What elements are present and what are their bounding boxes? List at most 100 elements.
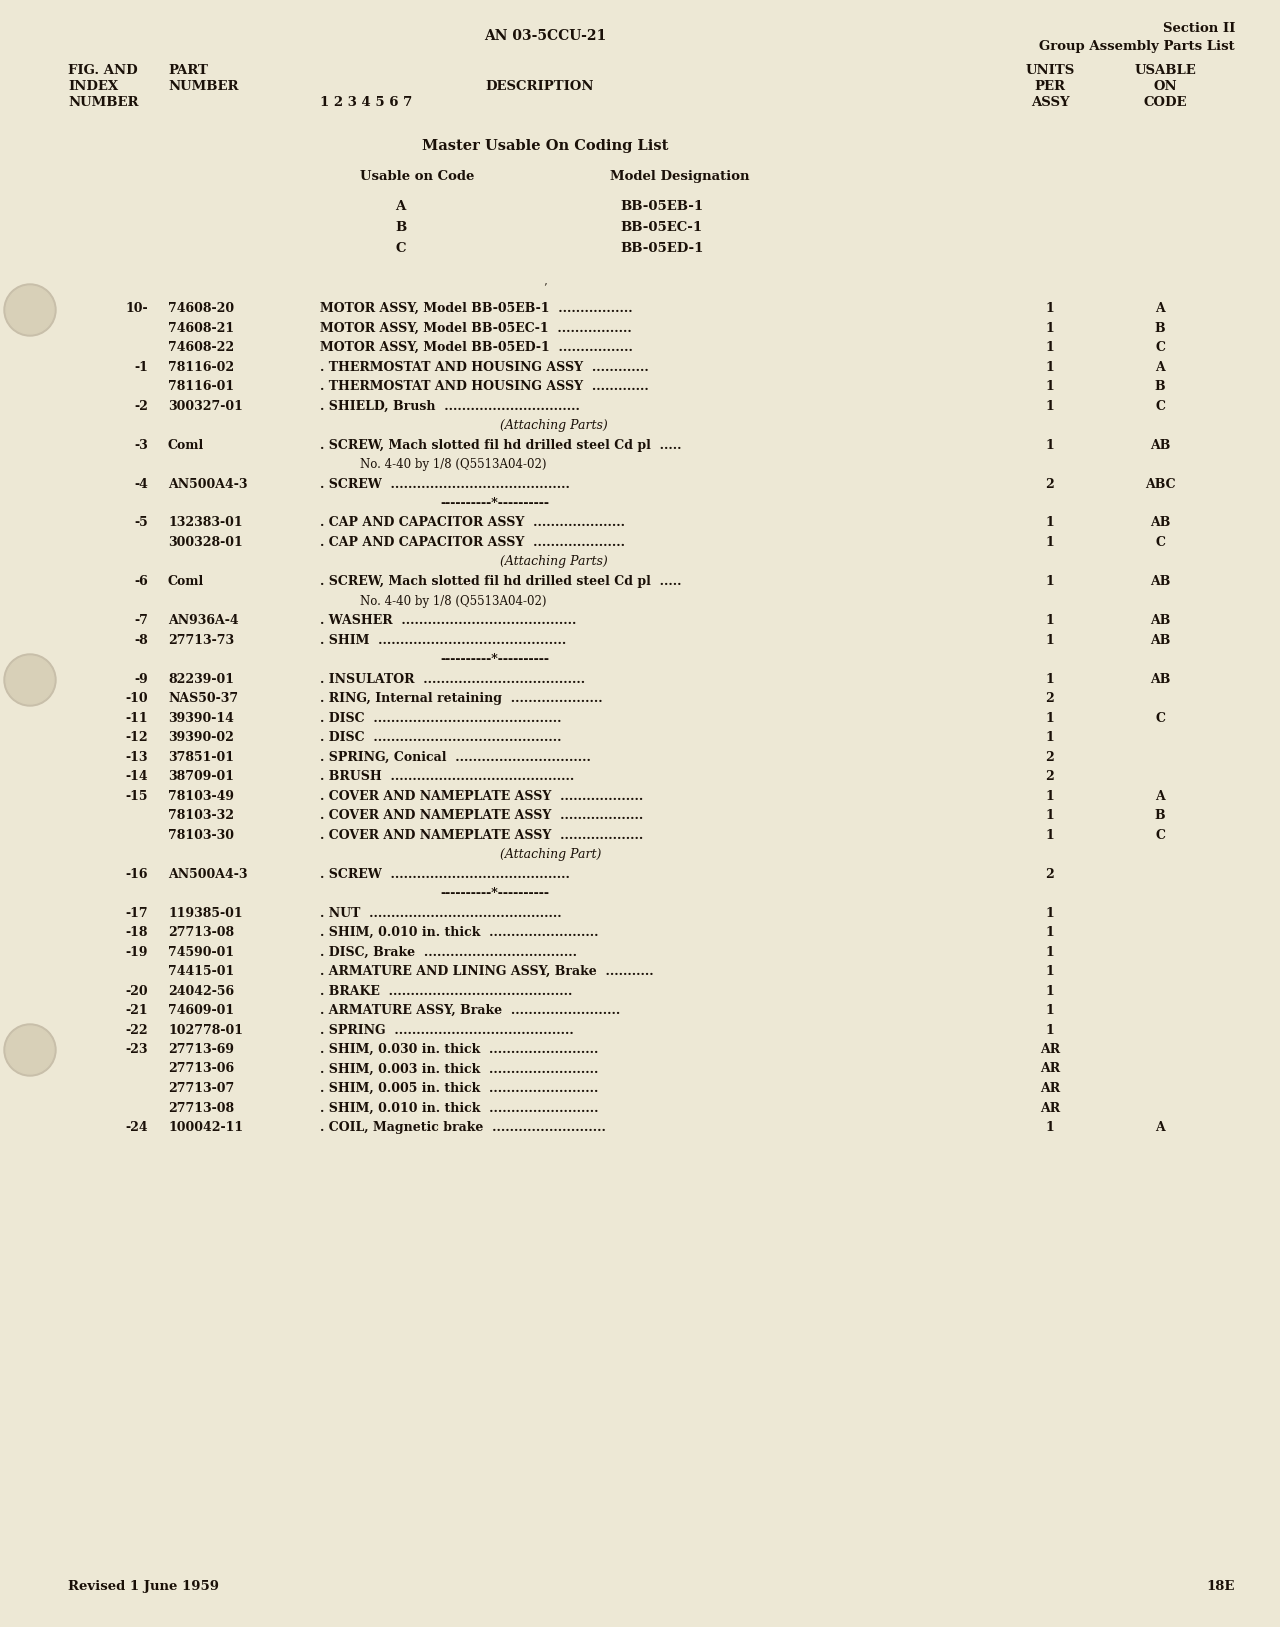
Text: 2: 2 [1046, 770, 1055, 783]
Text: AR: AR [1039, 1043, 1060, 1056]
Text: 1: 1 [1046, 1023, 1055, 1036]
Text: -8: -8 [134, 633, 148, 646]
Text: AR: AR [1039, 1082, 1060, 1095]
Text: UNITS: UNITS [1025, 63, 1075, 76]
Text: 78116-02: 78116-02 [168, 361, 234, 374]
Text: 1: 1 [1046, 516, 1055, 529]
Text: . SHIM, 0.003 in. thick  .........................: . SHIM, 0.003 in. thick ................… [320, 1062, 598, 1075]
Text: AB: AB [1149, 516, 1170, 529]
Text: DESCRIPTION: DESCRIPTION [485, 80, 594, 93]
Text: 1: 1 [1046, 926, 1055, 939]
Text: NAS50-37: NAS50-37 [168, 691, 238, 704]
Text: 38709-01: 38709-01 [168, 770, 234, 783]
Text: AB: AB [1149, 672, 1170, 685]
Text: CODE: CODE [1143, 96, 1187, 109]
Text: 2: 2 [1046, 867, 1055, 880]
Text: ASSY: ASSY [1030, 96, 1069, 109]
Text: MOTOR ASSY, Model BB-05EC-1  .................: MOTOR ASSY, Model BB-05EC-1 ............… [320, 322, 632, 335]
Text: 2: 2 [1046, 691, 1055, 704]
Text: (Attaching Part): (Attaching Part) [500, 848, 602, 861]
Text: Usable on Code: Usable on Code [360, 169, 475, 182]
Text: 1: 1 [1046, 574, 1055, 587]
Text: . SPRING  .........................................: . SPRING ...............................… [320, 1023, 573, 1036]
Text: 132383-01: 132383-01 [168, 516, 243, 529]
Text: -3: -3 [134, 439, 148, 452]
Text: 1: 1 [1046, 303, 1055, 316]
Text: C: C [1155, 828, 1165, 841]
Text: AR: AR [1039, 1101, 1060, 1114]
Text: . CAP AND CAPACITOR ASSY  .....................: . CAP AND CAPACITOR ASSY ...............… [320, 535, 625, 548]
Text: Section II: Section II [1162, 23, 1235, 36]
Text: -6: -6 [134, 574, 148, 587]
Text: 1: 1 [1046, 984, 1055, 997]
Text: . SHIM, 0.010 in. thick  .........................: . SHIM, 0.010 in. thick ................… [320, 1101, 599, 1114]
Text: -1: -1 [134, 361, 148, 374]
Text: -14: -14 [125, 770, 148, 783]
Text: No. 4-40 by 1/8 (Q5513A04-02): No. 4-40 by 1/8 (Q5513A04-02) [360, 594, 547, 607]
Text: 39390-02: 39390-02 [168, 731, 234, 744]
Text: 1: 1 [1046, 809, 1055, 822]
Text: C: C [1155, 535, 1165, 548]
Text: -15: -15 [125, 789, 148, 802]
Text: ----------*----------: ----------*---------- [440, 652, 549, 665]
Text: -24: -24 [125, 1121, 148, 1134]
Text: 1: 1 [1046, 342, 1055, 355]
Text: 1: 1 [1046, 613, 1055, 626]
Text: 78103-49: 78103-49 [168, 789, 234, 802]
Text: . COVER AND NAMEPLATE ASSY  ...................: . COVER AND NAMEPLATE ASSY .............… [320, 809, 644, 822]
Text: . SHIELD, Brush  ...............................: . SHIELD, Brush ........................… [320, 400, 580, 413]
Text: AB: AB [1149, 613, 1170, 626]
Text: 2: 2 [1046, 750, 1055, 763]
Text: . ARMATURE AND LINING ASSY, Brake  ...........: . ARMATURE AND LINING ASSY, Brake ......… [320, 965, 654, 978]
Text: . COVER AND NAMEPLATE ASSY  ...................: . COVER AND NAMEPLATE ASSY .............… [320, 789, 644, 802]
Text: 1: 1 [1046, 945, 1055, 958]
Text: . DISC, Brake  ...................................: . DISC, Brake ..........................… [320, 945, 577, 958]
Text: Group Assembly Parts List: Group Assembly Parts List [1039, 41, 1235, 54]
Text: . SHIM  ...........................................: . SHIM .................................… [320, 633, 566, 646]
Text: 1: 1 [1046, 361, 1055, 374]
Text: A: A [1155, 1121, 1165, 1134]
Text: 1: 1 [1046, 672, 1055, 685]
Text: 74608-22: 74608-22 [168, 342, 234, 355]
Text: BB-05EC-1: BB-05EC-1 [620, 221, 703, 234]
Text: . COIL, Magnetic brake  ..........................: . COIL, Magnetic brake .................… [320, 1121, 605, 1134]
Text: 1: 1 [1046, 400, 1055, 413]
Text: 78103-30: 78103-30 [168, 828, 234, 841]
Text: -18: -18 [125, 926, 148, 939]
Text: AR: AR [1039, 1062, 1060, 1075]
Text: -16: -16 [125, 867, 148, 880]
Text: . SHIM, 0.010 in. thick  .........................: . SHIM, 0.010 in. thick ................… [320, 926, 599, 939]
Text: 1: 1 [1046, 711, 1055, 724]
Text: USABLE: USABLE [1134, 63, 1196, 76]
Text: 119385-01: 119385-01 [168, 906, 243, 919]
Text: -21: -21 [125, 1004, 148, 1017]
Text: A: A [1155, 789, 1165, 802]
Text: . THERMOSTAT AND HOUSING ASSY  .............: . THERMOSTAT AND HOUSING ASSY ..........… [320, 361, 649, 374]
Text: . CAP AND CAPACITOR ASSY  .....................: . CAP AND CAPACITOR ASSY ...............… [320, 516, 625, 529]
Text: . SCREW, Mach slotted fil hd drilled steel Cd pl  .....: . SCREW, Mach slotted fil hd drilled ste… [320, 574, 681, 587]
Text: . SHIM, 0.005 in. thick  .........................: . SHIM, 0.005 in. thick ................… [320, 1082, 598, 1095]
Text: ----------*----------: ----------*---------- [440, 496, 549, 509]
Text: PART: PART [168, 63, 207, 76]
Text: 82239-01: 82239-01 [168, 672, 234, 685]
Text: 1: 1 [1046, 1004, 1055, 1017]
Text: 1 2 3 4 5 6 7: 1 2 3 4 5 6 7 [320, 96, 412, 109]
Text: . SCREW  .........................................: . SCREW ................................… [320, 477, 570, 490]
Text: . SCREW  .........................................: . SCREW ................................… [320, 867, 570, 880]
Text: 27713-08: 27713-08 [168, 926, 234, 939]
Text: A: A [396, 200, 406, 213]
Text: Coml: Coml [168, 574, 205, 587]
Text: 1: 1 [1046, 633, 1055, 646]
Text: NUMBER: NUMBER [68, 96, 138, 109]
Text: -23: -23 [125, 1043, 148, 1056]
Text: 27713-07: 27713-07 [168, 1082, 234, 1095]
Text: . SPRING, Conical  ...............................: . SPRING, Conical ......................… [320, 750, 591, 763]
Circle shape [4, 654, 56, 706]
Text: Revised 1 June 1959: Revised 1 June 1959 [68, 1580, 219, 1593]
Text: B: B [1155, 381, 1165, 394]
Text: No. 4-40 by 1/8 (Q5513A04-02): No. 4-40 by 1/8 (Q5513A04-02) [360, 457, 547, 470]
Text: -7: -7 [134, 613, 148, 626]
Circle shape [6, 656, 54, 704]
Text: BB-05ED-1: BB-05ED-1 [620, 242, 704, 255]
Text: . INSULATOR  .....................................: . INSULATOR ............................… [320, 672, 585, 685]
